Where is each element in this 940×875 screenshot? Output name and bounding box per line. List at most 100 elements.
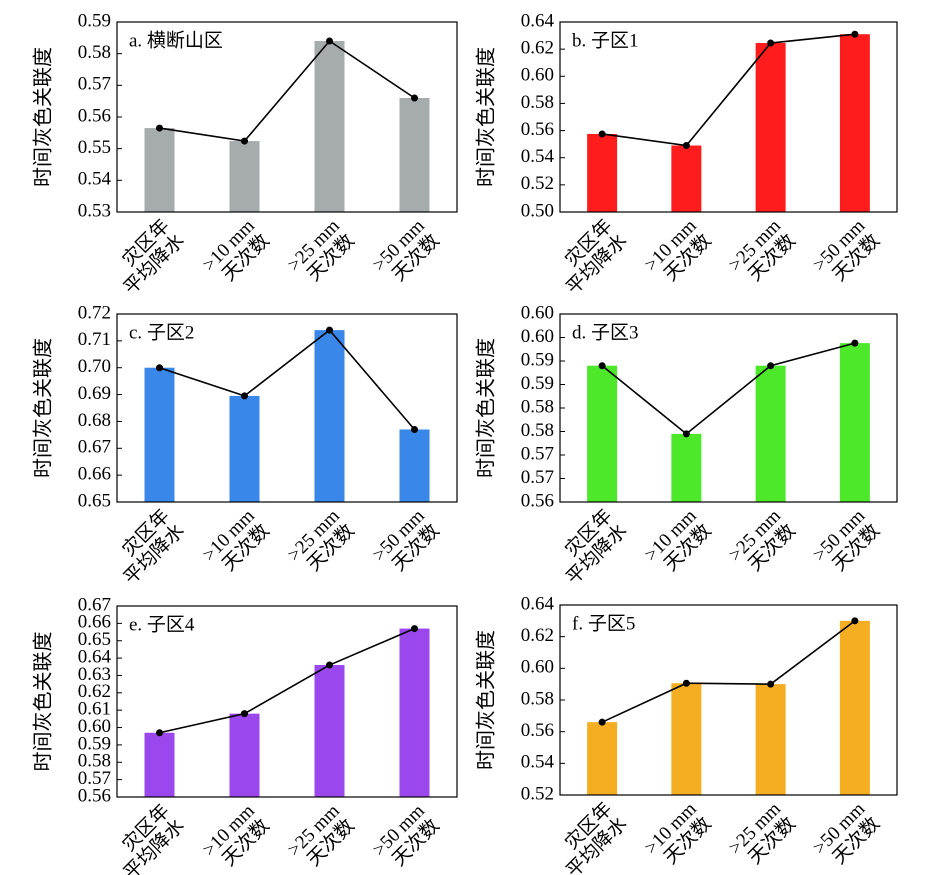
line-point xyxy=(767,362,775,370)
x-tick-label: 灾区年平均降水 xyxy=(547,798,631,875)
y-tick-label: 0.57 xyxy=(78,768,111,789)
y-tick-label: 0.71 xyxy=(78,329,111,350)
y-tick-label: 0.53 xyxy=(78,200,111,221)
line-point xyxy=(241,137,248,145)
y-axis-label: 时间灰色关联度 xyxy=(475,630,498,770)
y-tick-label: 0.58 xyxy=(78,42,111,63)
y-tick-label: 0.59 xyxy=(521,349,554,370)
line-point xyxy=(411,425,418,433)
y-tick-label: 0.56 xyxy=(521,490,554,511)
bar xyxy=(229,395,260,502)
y-tick-label: 0.62 xyxy=(78,681,111,702)
bar xyxy=(755,684,786,795)
line-point xyxy=(682,679,690,687)
bar xyxy=(587,133,618,212)
bar xyxy=(314,665,345,797)
panel-title: e. 子区4 xyxy=(129,614,195,635)
y-tick-label: 0.70 xyxy=(78,356,111,377)
y-tick-label: 0.57 xyxy=(521,443,554,464)
x-tick-label: >10 mm天次数 xyxy=(199,216,274,291)
plot-frame xyxy=(559,21,898,213)
x-tick-label: 灾区年平均降水 xyxy=(547,505,631,589)
y-axis-label: 时间灰色关联度 xyxy=(32,47,55,187)
x-tick-label: >10 mm天次数 xyxy=(641,506,716,581)
x-tick-label: 灾区年平均降水 xyxy=(547,215,631,299)
bar xyxy=(229,141,260,212)
bar xyxy=(399,628,430,797)
y-axis-label: 时间灰色关联度 xyxy=(32,338,55,478)
line-point xyxy=(241,710,248,718)
plot-frame xyxy=(116,313,458,503)
x-tick-label: >10 mm天次数 xyxy=(641,216,716,291)
y-tick-label: 0.64 xyxy=(78,646,112,667)
x-tick-label: >50 mm天次数 xyxy=(369,216,444,291)
line xyxy=(159,39,415,142)
y-tick-label: 0.60 xyxy=(521,657,554,678)
y-tick-label: 0.64 xyxy=(521,593,555,614)
panel: 0.560.570.580.590.600.610.620.630.640.65… xyxy=(32,594,458,875)
line xyxy=(159,329,416,431)
bar xyxy=(839,343,870,502)
plot-frame xyxy=(116,605,458,798)
bar xyxy=(587,722,618,795)
y-tick-label: 0.52 xyxy=(521,173,554,194)
x-tick-label: >25 mm天次数 xyxy=(284,801,359,875)
y-tick-label: 0.59 xyxy=(78,10,111,31)
y-tick-label: 0.72 xyxy=(78,302,111,323)
x-tick-label: >50 mm天次数 xyxy=(809,506,884,581)
bar xyxy=(399,98,430,212)
line xyxy=(601,620,856,723)
panel: 0.52 0.54 0.56 0.58 0.60 0.62 0.64 灾区年平均降水 >10 m… xyxy=(475,593,898,875)
bar xyxy=(144,367,175,502)
y-tick-label: 0.67 xyxy=(78,594,111,615)
line-point xyxy=(682,142,690,149)
plot-frame xyxy=(559,313,898,503)
line-point xyxy=(767,39,775,47)
bar xyxy=(839,620,870,795)
line-point xyxy=(326,661,333,669)
y-tick-label: 0.62 xyxy=(521,38,554,59)
y-tick-label: 0.54 xyxy=(521,752,555,773)
x-tick-label: >10 mm天次数 xyxy=(641,799,716,874)
line-point xyxy=(851,30,859,38)
panel: 0.560.570.570.580.580.590.590.600.60灾区年平… xyxy=(475,302,898,589)
line-point xyxy=(156,124,163,132)
y-axis-label: 时间灰色关联度 xyxy=(475,47,498,187)
y-tick-label: 0.63 xyxy=(78,664,111,685)
x-tick-label: >50 mm天次数 xyxy=(809,216,884,291)
bar xyxy=(314,330,345,502)
line-point xyxy=(241,392,248,400)
y-tick-label: 0.58 xyxy=(521,420,554,441)
y-tick-label: 0.66 xyxy=(78,464,111,485)
y-tick-label: 0.62 xyxy=(521,625,554,646)
y-tick-label: 0.57 xyxy=(78,74,111,95)
panel-title: a. 横断山区 xyxy=(129,29,223,51)
y-tick-label: 0.60 xyxy=(521,302,554,323)
y-tick-label: 0.57 xyxy=(521,467,554,488)
bar xyxy=(314,41,345,212)
line-point xyxy=(156,729,163,737)
y-tick-label: 0.55 xyxy=(78,137,111,158)
line-point xyxy=(598,362,606,370)
y-tick-label: 0.58 xyxy=(78,751,111,772)
x-tick-label: >25 mm天次数 xyxy=(725,506,800,581)
x-tick-label: >10 mm天次数 xyxy=(199,801,274,875)
y-axis-label: 时间灰色关联度 xyxy=(475,338,498,478)
y-tick-label: 0.59 xyxy=(521,373,554,394)
x-tick-label: >10 mm天次数 xyxy=(199,506,274,581)
x-tick-label: >50 mm天次数 xyxy=(369,801,444,875)
y-tick-label: 0.65 xyxy=(78,490,111,511)
y-tick-label: 0.67 xyxy=(78,437,111,458)
plot-frame xyxy=(116,21,458,213)
x-tick-label: 灾区年平均降水 xyxy=(105,215,189,299)
bar xyxy=(144,128,175,212)
bar xyxy=(399,429,430,502)
y-tick-label: 0.61 xyxy=(78,699,111,720)
x-tick-label: >25 mm天次数 xyxy=(725,799,800,874)
x-tick-label: >50 mm天次数 xyxy=(369,506,444,581)
y-tick-label: 0.60 xyxy=(78,716,111,737)
y-tick-label: 0.56 xyxy=(78,105,111,126)
